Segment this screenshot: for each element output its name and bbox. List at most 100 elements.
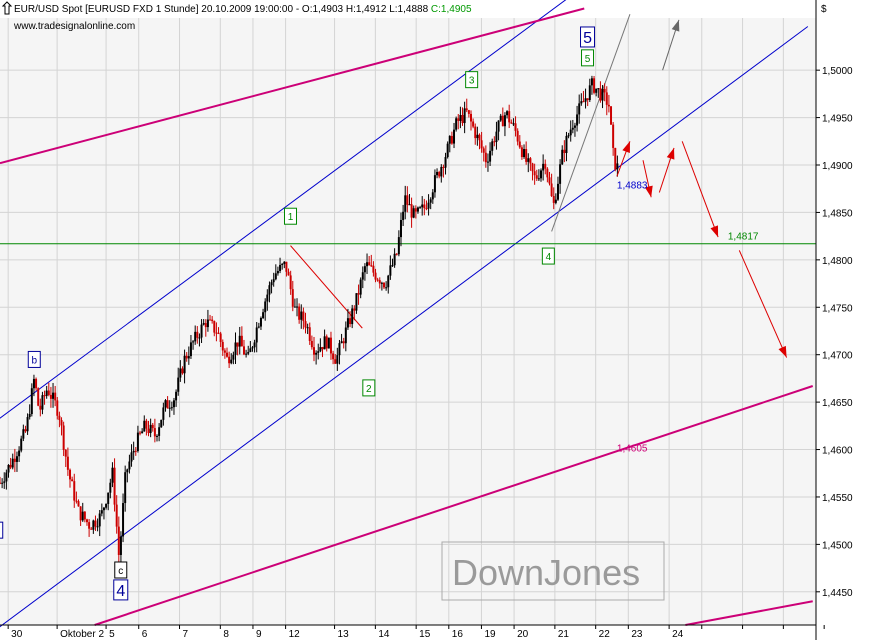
wave-label: 2: [362, 379, 376, 397]
candle-body: [535, 175, 538, 179]
y-tick-label: 1,4900: [822, 161, 853, 172]
candle-body: [540, 170, 543, 179]
candle-body: [64, 449, 67, 457]
candle-body: [491, 141, 494, 151]
candle-body: [1, 482, 4, 484]
forecast-arrow: [681, 141, 719, 238]
wave-label-text: b: [31, 355, 37, 366]
candle-body: [567, 135, 570, 137]
candle-body: [450, 136, 453, 144]
candle-body: [262, 312, 265, 319]
wave-label: 4: [541, 247, 555, 265]
candle-body: [39, 405, 42, 410]
candle-body: [113, 467, 116, 505]
candle-body: [270, 282, 273, 286]
candle-body: [393, 253, 396, 266]
candle-body: [573, 125, 576, 128]
candle-body: [612, 124, 615, 148]
candle-body: [342, 341, 345, 344]
x-tick-label: 21: [558, 629, 570, 640]
candle-body: [410, 204, 413, 218]
candle-body: [268, 285, 271, 295]
candle-body: [300, 311, 303, 320]
candle-body: [164, 400, 167, 408]
candle-body: [289, 275, 292, 290]
candle-body: [457, 118, 460, 121]
forecast-arrow: [658, 147, 675, 193]
wave-label: c: [114, 561, 128, 579]
candle-body: [389, 265, 392, 276]
candle-body: [90, 528, 93, 530]
candle-body: [427, 202, 430, 209]
candle-body: [527, 158, 530, 162]
candle-body: [13, 458, 16, 462]
candle-body: [453, 129, 456, 144]
candle-body: [69, 469, 72, 480]
candle-body: [179, 368, 182, 378]
wave-label-box: [0, 521, 4, 539]
candle-body: [81, 511, 84, 521]
candle-body: [537, 178, 540, 180]
candle-body: [556, 183, 559, 200]
candle-body: [614, 147, 617, 170]
chart-type-icon: [1, 1, 13, 15]
candle-body: [160, 419, 163, 428]
candle-body: [105, 503, 108, 508]
candle-body: [41, 395, 44, 410]
candle-body: [92, 520, 95, 530]
x-axis-ticks: 30 Oktober 2 5 6 7 8 9 12 13 14 15 16 19 20 21 22 23 24: [7, 625, 825, 640]
candle-body: [525, 149, 528, 162]
y-tick-label: 1,4700: [822, 351, 853, 362]
candle-body: [79, 506, 82, 521]
candle-body: [35, 378, 38, 389]
candle-body: [187, 356, 190, 359]
candle-body: [266, 294, 269, 302]
candle-body: [47, 390, 50, 395]
candle-body: [440, 166, 443, 177]
candle-body: [334, 359, 337, 364]
x-tick-label: Oktober 2: [60, 629, 104, 640]
candle-body: [132, 450, 135, 453]
trend-line: [0, 0, 567, 419]
y-tick-label: 1,4950: [822, 114, 853, 125]
candle-body: [370, 265, 373, 267]
website-label: www.tradesignalonline.com: [13, 21, 135, 32]
candles: [0, 75, 619, 565]
candle-body: [281, 263, 284, 265]
candle-body: [346, 318, 349, 328]
candle-body: [559, 164, 562, 184]
candle-body: [52, 392, 55, 399]
x-tick-label: 22: [599, 629, 611, 640]
wave-label: 1: [283, 207, 297, 225]
candle-body: [349, 318, 352, 325]
forecast-arrow-head: [671, 19, 680, 32]
header-title: EUR/USD Spot [EURUSD FXD 1 Stunde] 20.10…: [14, 4, 472, 15]
candle-body: [306, 327, 309, 329]
candle-body: [9, 464, 12, 468]
candle-body: [533, 171, 536, 176]
candle-body: [363, 266, 366, 273]
candle-body: [323, 336, 326, 350]
candle-body: [158, 427, 161, 436]
candle-body: [22, 429, 25, 439]
candle-body: [412, 208, 415, 218]
candle-body: [353, 308, 356, 311]
trend-line: [0, 7, 585, 165]
candle-body: [245, 353, 248, 355]
candle-body: [283, 261, 286, 264]
candle-body: [544, 163, 547, 169]
x-tick-label: 13: [338, 629, 350, 640]
candle-body: [287, 271, 290, 276]
candle-body: [344, 327, 347, 344]
wave-label-text: 2: [366, 384, 372, 395]
candle-body: [228, 356, 231, 364]
candle-body: [601, 88, 604, 101]
candle-body: [368, 262, 371, 266]
candle-body: [554, 199, 557, 203]
candle-body: [122, 503, 125, 537]
candle-body: [355, 293, 358, 311]
candle-body: [465, 108, 468, 111]
candle-body: [548, 177, 551, 184]
wave-label: 4: [113, 579, 129, 601]
candle-body: [200, 324, 203, 338]
